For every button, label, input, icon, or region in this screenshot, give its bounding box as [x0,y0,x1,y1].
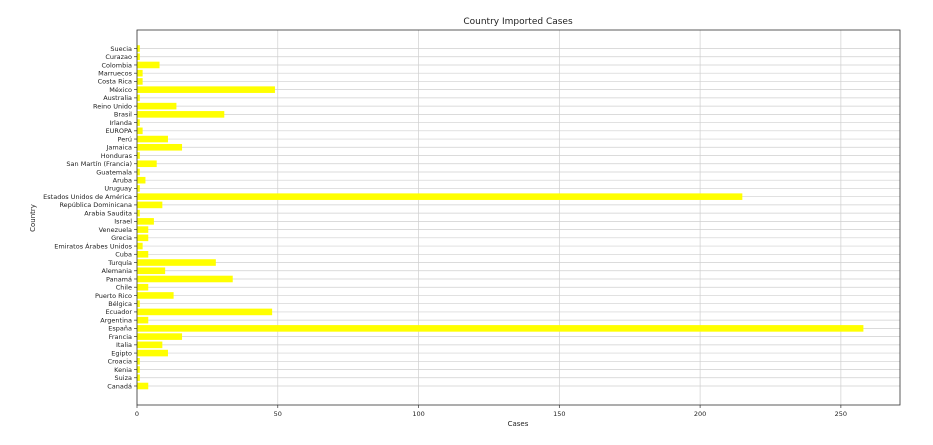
bar [137,259,216,266]
y-tick-label: Suiza [115,374,132,382]
x-tick-label: 100 [412,410,424,418]
y-tick-label: Puerto Rico [95,292,132,300]
y-tick-label: Kenia [114,366,132,374]
y-tick-label: Honduras [101,152,133,160]
bar [137,292,174,299]
y-tick-label: Turquía [107,259,132,267]
y-tick-label: Aruba [113,177,132,185]
y-tick-label: Grecia [111,234,132,242]
bar [137,69,143,77]
gridlines [136,30,900,405]
bar [137,374,140,382]
y-tick-label: Colombia [101,61,132,69]
y-tick-label: España [108,325,132,333]
y-tick-label: Alemania [102,267,132,275]
bar [137,226,149,233]
y-tick-label: Estados Unidos de América [43,193,132,201]
x-tick-label: 200 [694,410,706,418]
bar [137,143,183,151]
y-tick-label: San Martín (Francia) [66,160,132,168]
bar [137,102,177,110]
y-axis-label: Country [29,204,37,232]
y-tick-label: Israel [114,218,132,226]
y-tick-label: Uruguay [104,185,132,193]
plot-frame [136,29,901,406]
chart-title: Country Imported Cases [463,17,573,27]
bar [137,267,166,275]
y-tick-label: Croacia [108,358,132,366]
y-tick-label: Jamaica [105,144,132,152]
y-tick-label: Brasil [114,111,132,119]
bar [137,341,163,349]
bar [137,127,143,135]
y-tick-label: Francia [109,333,132,341]
bar [137,349,168,357]
bar [137,193,743,200]
x-tick-label: 0 [135,410,139,418]
bar [137,53,140,61]
y-tick-label: Perú [118,135,132,143]
y-tick-label: Canadá [107,382,132,390]
bar [137,160,157,168]
y-tick-label: Arabia Saudita [84,209,132,217]
bar [137,358,140,365]
y-tick-label: Suecia [110,45,132,53]
bar [137,45,140,52]
y-tick-label: Ecuador [105,308,132,316]
bar [137,366,140,373]
bar [137,135,168,143]
bar [137,94,140,102]
bar [137,209,140,217]
y-tick-label: México [109,86,132,94]
bar [137,185,140,192]
bar [137,234,149,242]
y-tick-label: Costa Rica [98,78,132,86]
y-tick-label: EUROPA [106,127,133,135]
bar [137,382,149,390]
y-tick-label: República Dominicana [59,201,132,209]
bar [137,300,140,307]
bar [137,251,149,258]
bar [137,218,154,225]
bar [137,316,149,324]
y-tick-label: Venezuela [99,226,132,234]
y-tick-label: Emiratos Árabes Unidos [54,241,132,250]
bar [137,275,233,283]
y-tick-label: Reino Unido [93,102,132,110]
y-tick-label: Curazao [105,53,132,61]
y-tick-label: Egipto [111,349,132,357]
x-tick-label: 150 [553,410,565,418]
bar [137,119,140,126]
bar [137,333,183,340]
y-tick-label: Cuba [115,251,132,259]
y-tick-label: Irlanda [109,119,132,127]
x-axis-ticks: 0 50 100 150 200 250 [135,405,847,418]
bar [137,152,140,159]
y-tick-label: Australia [103,94,132,102]
bar [137,86,275,93]
y-tick-label: Italia [116,341,132,349]
x-tick-label: 50 [274,410,282,418]
bar [137,111,225,118]
y-tick-label: Bélgica [108,300,132,308]
bars [137,45,864,390]
bar [137,325,864,332]
x-axis-label: Cases [508,420,529,428]
y-tick-label: Marruecos [98,69,132,77]
bar [137,168,140,176]
y-tick-label: Argentina [100,316,132,324]
y-tick-label: Guatemala [96,168,132,176]
bar [137,308,273,316]
bar [137,61,160,69]
bar [137,242,143,250]
bar [137,78,143,85]
y-tick-label: Chile [116,284,132,292]
x-tick-label: 250 [835,410,847,418]
y-tick-label: Panamá [106,275,132,283]
bar [137,283,149,291]
bar [137,201,163,209]
bar [137,176,146,184]
